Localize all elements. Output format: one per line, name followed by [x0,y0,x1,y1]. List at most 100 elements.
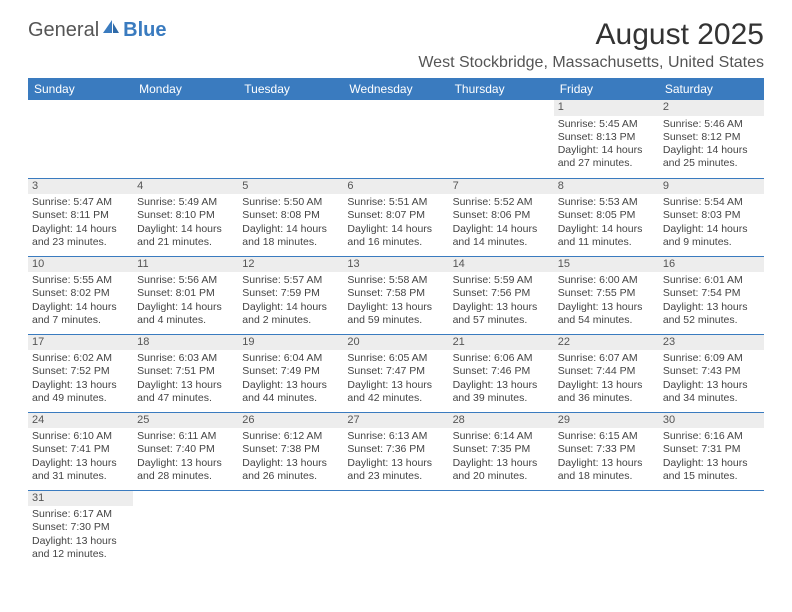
daylight-text: Daylight: 13 hours [558,457,655,470]
sunset-text: Sunset: 7:31 PM [663,443,760,456]
calendar-cell: 8Sunrise: 5:53 AMSunset: 8:05 PMDaylight… [554,178,659,256]
daylight-text: and 26 minutes. [242,470,339,483]
daylight-text: and 23 minutes. [32,236,129,249]
calendar-cell: 5Sunrise: 5:50 AMSunset: 8:08 PMDaylight… [238,178,343,256]
sunset-text: Sunset: 8:12 PM [663,131,760,144]
calendar-cell: 2Sunrise: 5:46 AMSunset: 8:12 PMDaylight… [659,100,764,178]
sunset-text: Sunset: 7:36 PM [347,443,444,456]
calendar-cell: 31Sunrise: 6:17 AMSunset: 7:30 PMDayligh… [28,490,133,568]
calendar-cell: 13Sunrise: 5:58 AMSunset: 7:58 PMDayligh… [343,256,448,334]
day-number-empty [28,100,133,116]
sunrise-text: Sunrise: 5:59 AM [453,274,550,287]
daylight-text: Daylight: 14 hours [242,223,339,236]
day-number: 21 [449,335,554,351]
calendar-cell: 18Sunrise: 6:03 AMSunset: 7:51 PMDayligh… [133,334,238,412]
sunset-text: Sunset: 7:51 PM [137,365,234,378]
sunrise-text: Sunrise: 5:45 AM [558,118,655,131]
sunset-text: Sunset: 8:02 PM [32,287,129,300]
day-number: 20 [343,335,448,351]
sunset-text: Sunset: 7:58 PM [347,287,444,300]
calendar-cell: 6Sunrise: 5:51 AMSunset: 8:07 PMDaylight… [343,178,448,256]
daylight-text: and 23 minutes. [347,470,444,483]
sunrise-text: Sunrise: 5:52 AM [453,196,550,209]
daylight-text: and 2 minutes. [242,314,339,327]
sunrise-text: Sunrise: 6:17 AM [32,508,129,521]
calendar-table: Sunday Monday Tuesday Wednesday Thursday… [28,78,764,568]
weekday-header: Thursday [449,78,554,100]
weekday-header: Tuesday [238,78,343,100]
calendar-cell: 21Sunrise: 6:06 AMSunset: 7:46 PMDayligh… [449,334,554,412]
day-number: 28 [449,413,554,429]
sunrise-text: Sunrise: 5:54 AM [663,196,760,209]
calendar-week-row: 24Sunrise: 6:10 AMSunset: 7:41 PMDayligh… [28,412,764,490]
weekday-header: Sunday [28,78,133,100]
sunset-text: Sunset: 7:30 PM [32,521,129,534]
sunset-text: Sunset: 7:33 PM [558,443,655,456]
day-number: 5 [238,179,343,195]
sunset-text: Sunset: 8:03 PM [663,209,760,222]
calendar-week-row: 31Sunrise: 6:17 AMSunset: 7:30 PMDayligh… [28,490,764,568]
sunrise-text: Sunrise: 6:00 AM [558,274,655,287]
daylight-text: and 16 minutes. [347,236,444,249]
day-number: 2 [659,100,764,116]
sunset-text: Sunset: 7:49 PM [242,365,339,378]
day-number: 17 [28,335,133,351]
calendar-cell [238,100,343,178]
weekday-header: Saturday [659,78,764,100]
day-number: 19 [238,335,343,351]
calendar-cell: 20Sunrise: 6:05 AMSunset: 7:47 PMDayligh… [343,334,448,412]
calendar-cell: 17Sunrise: 6:02 AMSunset: 7:52 PMDayligh… [28,334,133,412]
calendar-cell [343,100,448,178]
weekday-header-row: Sunday Monday Tuesday Wednesday Thursday… [28,78,764,100]
day-number: 11 [133,257,238,273]
daylight-text: and 49 minutes. [32,392,129,405]
calendar-cell: 28Sunrise: 6:14 AMSunset: 7:35 PMDayligh… [449,412,554,490]
sunrise-text: Sunrise: 5:58 AM [347,274,444,287]
sunrise-text: Sunrise: 6:14 AM [453,430,550,443]
calendar-cell: 22Sunrise: 6:07 AMSunset: 7:44 PMDayligh… [554,334,659,412]
day-number-empty [133,100,238,116]
daylight-text: Daylight: 14 hours [453,223,550,236]
sunrise-text: Sunrise: 5:50 AM [242,196,339,209]
daylight-text: Daylight: 14 hours [558,223,655,236]
day-number: 14 [449,257,554,273]
daylight-text: Daylight: 13 hours [32,535,129,548]
day-number-empty [449,100,554,116]
header: General Blue August 2025 West Stockbridg… [28,18,764,72]
day-number: 31 [28,491,133,507]
daylight-text: Daylight: 13 hours [137,379,234,392]
day-number: 26 [238,413,343,429]
day-number: 3 [28,179,133,195]
sunset-text: Sunset: 7:44 PM [558,365,655,378]
daylight-text: and 34 minutes. [663,392,760,405]
calendar-cell: 25Sunrise: 6:11 AMSunset: 7:40 PMDayligh… [133,412,238,490]
day-number: 12 [238,257,343,273]
calendar-body: 1Sunrise: 5:45 AMSunset: 8:13 PMDaylight… [28,100,764,568]
sunset-text: Sunset: 7:55 PM [558,287,655,300]
daylight-text: Daylight: 13 hours [242,457,339,470]
calendar-week-row: 3Sunrise: 5:47 AMSunset: 8:11 PMDaylight… [28,178,764,256]
weekday-header: Monday [133,78,238,100]
daylight-text: and 14 minutes. [453,236,550,249]
daylight-text: Daylight: 14 hours [32,223,129,236]
daylight-text: and 36 minutes. [558,392,655,405]
calendar-cell [554,490,659,568]
calendar-cell: 26Sunrise: 6:12 AMSunset: 7:38 PMDayligh… [238,412,343,490]
sunrise-text: Sunrise: 6:05 AM [347,352,444,365]
calendar-cell: 10Sunrise: 5:55 AMSunset: 8:02 PMDayligh… [28,256,133,334]
daylight-text: and 7 minutes. [32,314,129,327]
daylight-text: Daylight: 13 hours [453,457,550,470]
daylight-text: and 18 minutes. [558,470,655,483]
daylight-text: Daylight: 13 hours [347,379,444,392]
daylight-text: and 39 minutes. [453,392,550,405]
logo: General Blue [28,18,167,42]
calendar-cell: 16Sunrise: 6:01 AMSunset: 7:54 PMDayligh… [659,256,764,334]
day-number: 4 [133,179,238,195]
day-number: 16 [659,257,764,273]
title-block: August 2025 West Stockbridge, Massachuse… [418,18,764,72]
calendar-cell: 30Sunrise: 6:16 AMSunset: 7:31 PMDayligh… [659,412,764,490]
daylight-text: Daylight: 13 hours [453,301,550,314]
sunset-text: Sunset: 7:47 PM [347,365,444,378]
day-number-empty [238,100,343,116]
calendar-cell: 3Sunrise: 5:47 AMSunset: 8:11 PMDaylight… [28,178,133,256]
